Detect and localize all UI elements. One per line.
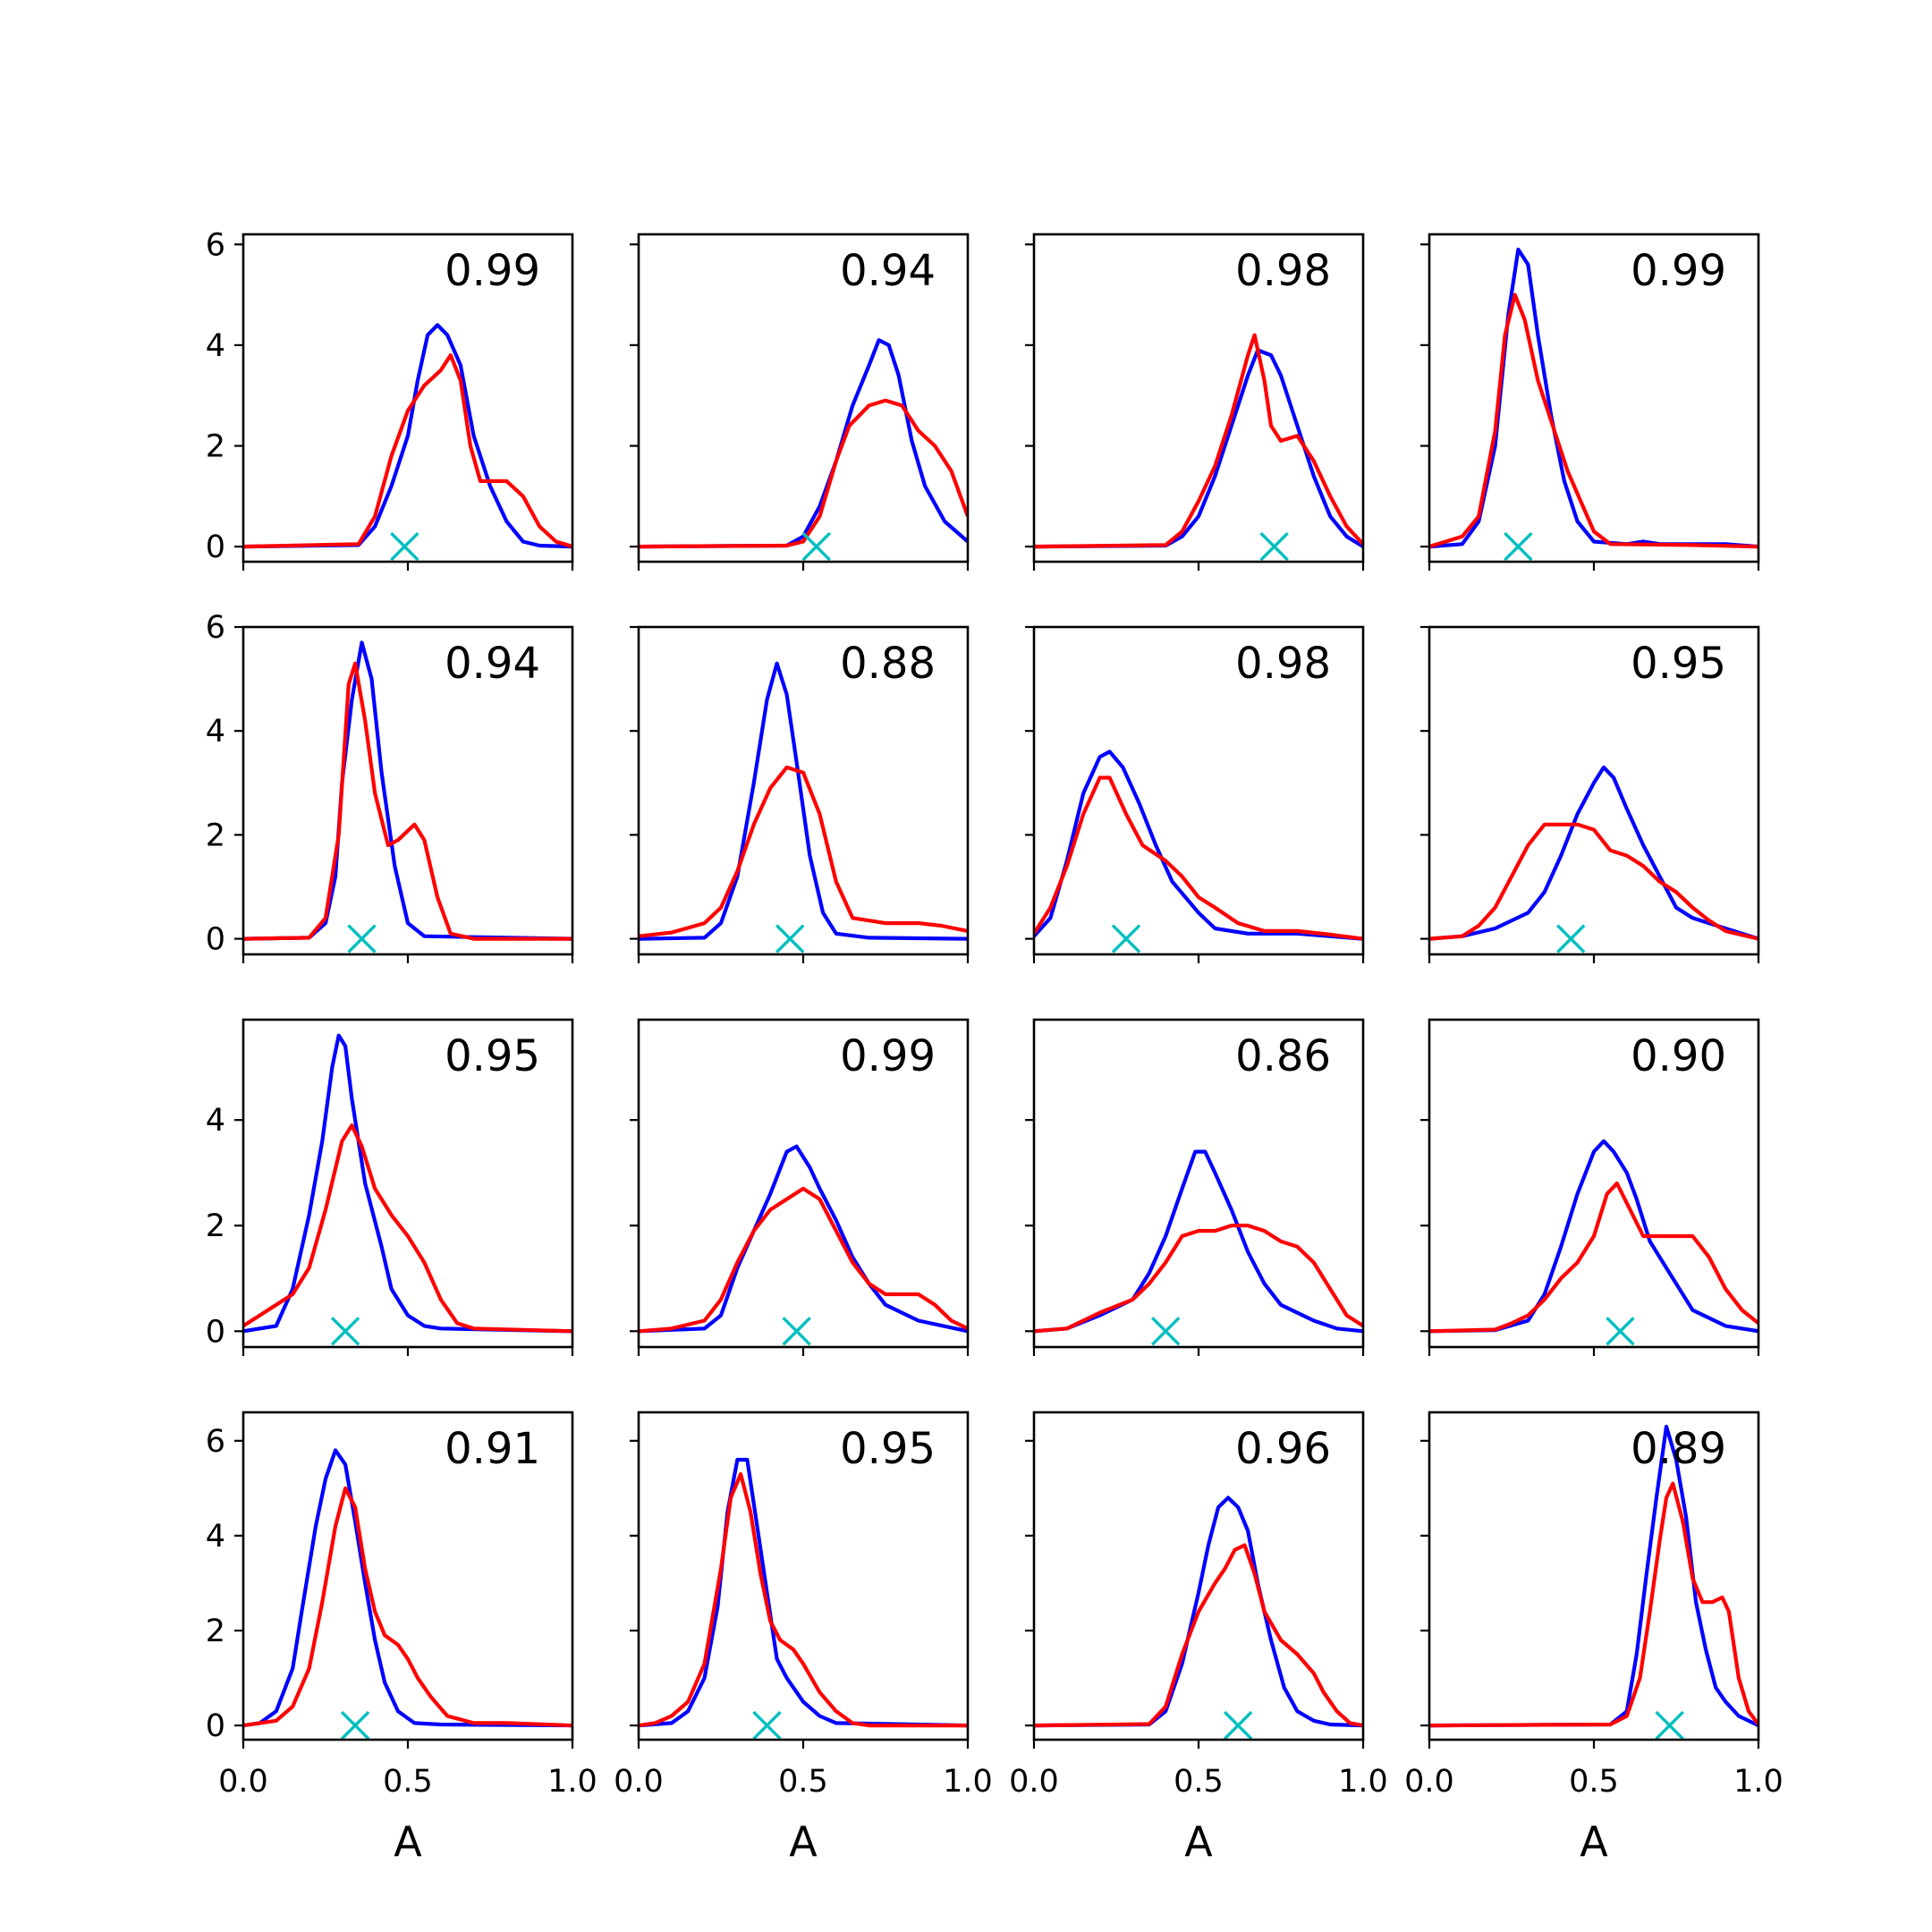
red-density-line <box>1034 775 1363 941</box>
y-tick-label: 2 <box>206 818 225 853</box>
x-marker <box>782 1317 811 1346</box>
y-tick-label: 0 <box>206 1708 225 1744</box>
red-density-line <box>1034 1543 1363 1728</box>
x-tick-label: 1.0 <box>943 1764 993 1800</box>
x-marker <box>1259 531 1289 562</box>
panel-score: 0.95 <box>840 1424 936 1474</box>
y-tick-label: 6 <box>206 1424 225 1460</box>
x-tick-label: 1.0 <box>547 1764 597 1800</box>
x-axis-label: A <box>1184 1818 1213 1866</box>
y-tick-label: 2 <box>206 1614 225 1649</box>
blue-density-line <box>1429 1424 1758 1728</box>
red-density-line <box>1034 333 1363 549</box>
x-marker <box>390 531 419 562</box>
x-tick-label: 0.0 <box>218 1764 268 1800</box>
x-marker <box>1150 1317 1181 1346</box>
blue-density-line <box>639 1457 968 1728</box>
x-axis-label: A <box>789 1818 818 1866</box>
x-tick-label: 1.0 <box>1733 1764 1784 1800</box>
y-tick-label: 6 <box>206 227 225 263</box>
x-tick-label: 0.0 <box>1404 1764 1454 1800</box>
x-marker <box>1606 1317 1635 1346</box>
panel-score: 0.99 <box>1631 246 1726 296</box>
red-density-line <box>243 353 572 549</box>
x-marker <box>752 1710 782 1741</box>
y-tick-label: 4 <box>206 328 225 364</box>
panel-score: 0.95 <box>445 1031 540 1081</box>
x-tick-label: 0.0 <box>1009 1764 1059 1800</box>
y-tick-label: 4 <box>206 1519 225 1555</box>
red-density-line <box>639 1186 968 1334</box>
red-density-line <box>243 661 572 941</box>
x-marker <box>1504 531 1533 562</box>
x-marker <box>347 924 377 953</box>
panel-score: 0.88 <box>840 639 936 689</box>
y-tick-label: 4 <box>206 1103 225 1139</box>
blue-density-line <box>639 1144 968 1334</box>
x-marker <box>330 1317 360 1346</box>
panel-score: 0.99 <box>840 1031 936 1081</box>
panel-score: 0.86 <box>1235 1031 1331 1081</box>
blue-density-line <box>639 661 968 941</box>
red-density-line <box>639 398 968 549</box>
y-tick-label: 2 <box>206 428 225 464</box>
x-tick-label: 0.5 <box>383 1764 433 1800</box>
blue-density-line <box>1034 1149 1363 1334</box>
blue-density-line <box>1034 1496 1363 1728</box>
x-marker <box>1223 1710 1253 1741</box>
blue-density-line <box>639 338 968 549</box>
blue-density-line <box>243 1033 572 1334</box>
red-density-line <box>639 765 968 938</box>
y-tick-label: 6 <box>206 610 225 646</box>
x-marker <box>801 531 831 562</box>
panel-score: 0.91 <box>445 1424 540 1474</box>
panel-score: 0.99 <box>445 246 540 296</box>
blue-density-line <box>1034 750 1363 941</box>
panel-score: 0.94 <box>840 246 936 296</box>
red-density-line <box>243 1486 572 1728</box>
panel-score: 0.98 <box>1235 246 1331 296</box>
y-tick-label: 2 <box>206 1208 225 1244</box>
x-axis-label: A <box>394 1818 422 1866</box>
y-tick-label: 0 <box>206 922 225 958</box>
blue-density-line <box>1429 765 1758 941</box>
x-axis-label: A <box>1580 1818 1608 1866</box>
x-tick-label: 0.0 <box>614 1764 664 1800</box>
x-marker <box>775 924 805 953</box>
x-tick-label: 0.5 <box>1569 1764 1619 1800</box>
red-density-line <box>639 1471 968 1728</box>
x-tick-label: 1.0 <box>1338 1764 1388 1800</box>
x-marker <box>340 1710 370 1741</box>
blue-density-line <box>1034 348 1363 549</box>
x-marker <box>1556 924 1586 953</box>
blue-density-line <box>243 640 572 941</box>
y-tick-label: 4 <box>206 714 225 750</box>
panel-score: 0.95 <box>1631 639 1726 689</box>
x-tick-label: 0.5 <box>778 1764 828 1800</box>
panel-score: 0.90 <box>1631 1031 1726 1081</box>
blue-density-line <box>243 323 572 549</box>
red-density-line <box>1034 1224 1363 1334</box>
red-density-line <box>1429 1481 1758 1728</box>
x-marker <box>1655 1710 1684 1741</box>
y-tick-label: 0 <box>206 1314 225 1350</box>
panel-score: 0.98 <box>1235 639 1331 689</box>
x-tick-label: 0.5 <box>1174 1764 1224 1800</box>
red-density-line <box>1429 1181 1758 1334</box>
y-tick-label: 0 <box>206 530 225 565</box>
panel-score: 0.89 <box>1631 1424 1726 1474</box>
panel-score: 0.96 <box>1235 1424 1331 1474</box>
blue-density-line <box>243 1448 572 1728</box>
panel-score: 0.94 <box>445 639 540 689</box>
red-density-line <box>1429 292 1758 549</box>
x-marker <box>1111 924 1141 953</box>
red-density-line <box>1429 822 1758 941</box>
red-density-line <box>243 1123 572 1334</box>
